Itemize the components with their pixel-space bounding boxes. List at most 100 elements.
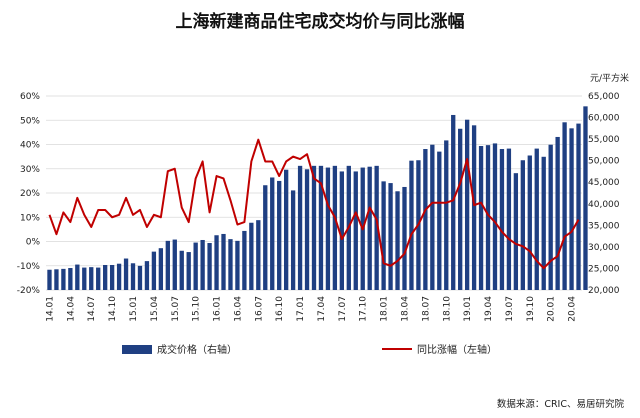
bar bbox=[353, 171, 358, 290]
bar-series bbox=[47, 106, 588, 290]
bar bbox=[492, 143, 498, 290]
bar bbox=[54, 269, 59, 290]
x-tick-label: 18.07 bbox=[421, 296, 431, 322]
bar bbox=[325, 167, 331, 290]
x-tick-label: 19.10 bbox=[526, 296, 536, 322]
bar bbox=[144, 261, 150, 290]
bar bbox=[583, 106, 588, 290]
x-tick-label: 15.10 bbox=[192, 296, 202, 322]
bar bbox=[409, 160, 414, 290]
bar bbox=[464, 119, 470, 290]
x-tick-label: 17.04 bbox=[317, 296, 327, 322]
x-tick-label: 17.07 bbox=[338, 296, 348, 322]
left-tick-label: 20% bbox=[20, 189, 40, 199]
right-tick-label: 45,000 bbox=[588, 178, 620, 188]
bar bbox=[158, 248, 164, 290]
bar bbox=[103, 264, 108, 290]
bar bbox=[458, 128, 463, 290]
x-tick-label: 16.01 bbox=[213, 296, 223, 322]
bar bbox=[109, 264, 115, 290]
right-tick-label: 60,000 bbox=[588, 114, 620, 124]
right-tick-label: 25,000 bbox=[588, 264, 620, 274]
bar bbox=[318, 165, 324, 290]
left-axis: 60% 50% 40% 30% 20% 10% 0% -10% -20% bbox=[17, 92, 41, 296]
right-axis: 65,000 60,000 55,000 50,000 45,000 40,000 35,0… bbox=[588, 92, 620, 296]
bar bbox=[207, 243, 212, 290]
bar bbox=[332, 165, 338, 290]
bar bbox=[283, 169, 289, 290]
bar bbox=[451, 114, 456, 290]
bar bbox=[430, 144, 435, 290]
bar bbox=[402, 186, 407, 290]
left-tick-label: 10% bbox=[20, 213, 40, 223]
bar bbox=[569, 128, 574, 290]
x-tick-label: 15.07 bbox=[171, 296, 181, 322]
bar bbox=[527, 155, 532, 290]
bar bbox=[395, 191, 400, 290]
bar bbox=[388, 183, 393, 290]
bar bbox=[277, 180, 282, 290]
bar bbox=[165, 240, 170, 290]
x-tick-label: 16.04 bbox=[233, 296, 243, 322]
bar bbox=[75, 264, 80, 290]
bar bbox=[96, 267, 101, 290]
left-tick-label: 60% bbox=[20, 92, 40, 102]
bar bbox=[506, 148, 512, 290]
bar bbox=[228, 239, 233, 290]
bar bbox=[478, 146, 484, 290]
source-note: 数据来源：CRIC、易居研究院 bbox=[497, 398, 625, 410]
bar bbox=[304, 169, 310, 290]
bar bbox=[235, 240, 240, 290]
x-tick-label: 17.01 bbox=[296, 296, 306, 322]
bar bbox=[562, 122, 567, 290]
bar bbox=[520, 160, 525, 290]
x-tick-label: 16.07 bbox=[254, 296, 264, 322]
bar bbox=[485, 145, 491, 290]
bar bbox=[311, 165, 317, 290]
bar bbox=[534, 148, 539, 290]
bar bbox=[374, 165, 379, 290]
bar bbox=[541, 156, 546, 290]
bar bbox=[186, 252, 191, 290]
bar bbox=[214, 235, 219, 290]
left-tick-label: 30% bbox=[20, 165, 40, 175]
right-tick-label: 35,000 bbox=[588, 221, 620, 231]
bar bbox=[242, 230, 247, 290]
right-tick-label: 40,000 bbox=[588, 200, 620, 210]
bar bbox=[47, 269, 52, 290]
x-tick-label: 19.01 bbox=[463, 296, 473, 322]
right-axis-unit: 元/平方米 bbox=[590, 72, 629, 84]
right-tick-label: 30,000 bbox=[588, 243, 620, 253]
bar bbox=[123, 258, 129, 290]
legend-line-label: 同比涨幅（左轴） bbox=[417, 343, 497, 356]
x-tick-label: 15.04 bbox=[150, 296, 160, 322]
bar bbox=[471, 125, 477, 290]
bar bbox=[263, 185, 268, 290]
left-tick-label: 50% bbox=[20, 116, 40, 126]
bar bbox=[297, 165, 303, 290]
legend-bar-label: 成交价格（右轴） bbox=[157, 343, 237, 356]
x-tick-label: 14.07 bbox=[87, 296, 97, 322]
bar bbox=[82, 267, 87, 290]
x-tick-label: 18.01 bbox=[380, 296, 390, 322]
bar bbox=[423, 149, 428, 290]
left-tick-label: -20% bbox=[17, 286, 41, 296]
x-tick-label: 17.10 bbox=[359, 296, 369, 322]
bar bbox=[381, 181, 386, 290]
bar bbox=[193, 242, 198, 290]
left-tick-label: 0% bbox=[26, 238, 41, 248]
bar bbox=[444, 140, 449, 290]
yoy-line bbox=[48, 138, 580, 270]
legend-bar-swatch bbox=[122, 345, 152, 354]
x-tick-label: 15.01 bbox=[129, 296, 139, 322]
bar bbox=[270, 177, 275, 290]
bar bbox=[499, 149, 505, 290]
bar bbox=[130, 263, 136, 290]
right-tick-label: 50,000 bbox=[588, 157, 620, 167]
bar bbox=[89, 267, 94, 290]
bar bbox=[339, 171, 345, 290]
bar bbox=[68, 268, 73, 290]
x-tick-label: 14.04 bbox=[66, 296, 76, 322]
chart-title: 上海新建商品住宅成交均价与同比涨幅 bbox=[176, 11, 465, 32]
